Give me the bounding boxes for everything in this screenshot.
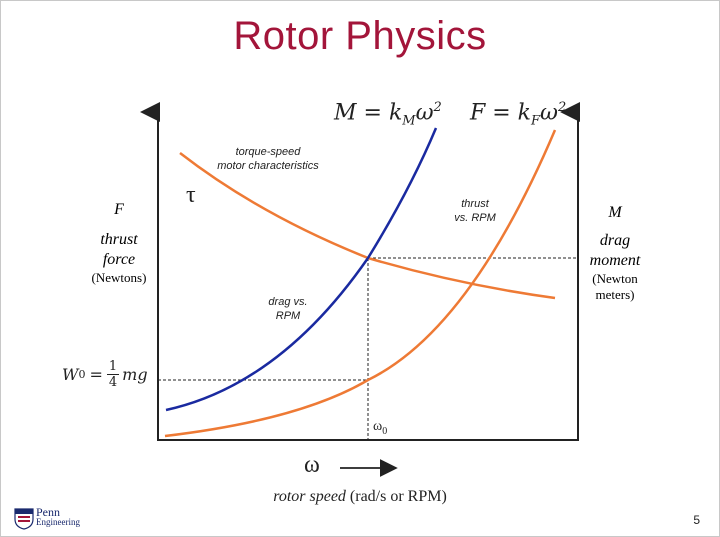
right-axis-label: M drag moment (Newton meters) [589,204,641,303]
page-number: 5 [693,513,700,527]
tau-symbol: τ [186,182,196,208]
left-axis-label: F thrust force (Newtons) [91,201,147,285]
x-axis-label: rotor speed (rad/s or RPM) [273,488,447,505]
penn-shield-icon [14,508,34,530]
drag-annotation: drag vs. RPM [268,296,308,322]
torque-speed-annotation: torque-speed motor characteristics [217,146,319,172]
moment-equation: M = kMω2 [334,100,442,129]
omega0-label: ω0 [373,419,388,437]
x-axis-symbol: ω [304,452,320,478]
moment-curve [165,127,438,412]
thrust-annotation: thrust vs. RPM [454,198,496,224]
thrust-curve [164,129,557,438]
torque-speed-curve [179,152,556,300]
force-equation: F = kFω2 [470,100,567,129]
slide-title: Rotor Physics [233,14,487,58]
penn-engineering-logo: Penn Engineering [14,506,84,530]
